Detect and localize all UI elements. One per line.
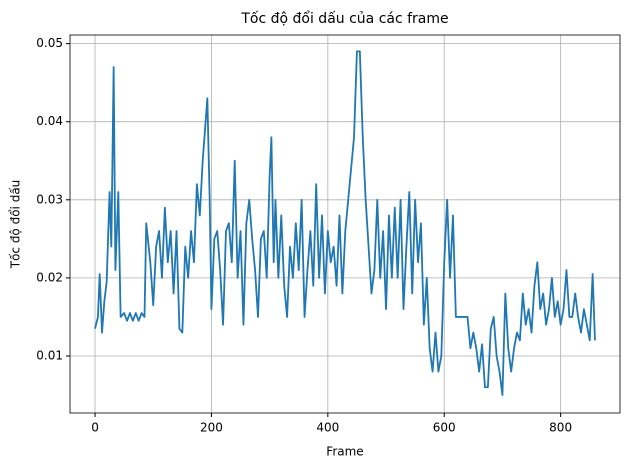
- y-tick-label: 0.03: [36, 192, 63, 206]
- chart-title: Tốc độ đổi dấu của các frame: [240, 10, 448, 27]
- y-tick-label: 0.04: [36, 114, 63, 128]
- y-tick-label: 0.02: [36, 270, 63, 284]
- y-axis-label: Tốc độ đổi dấu: [9, 180, 23, 270]
- x-tick-label: 400: [316, 421, 339, 435]
- x-tick-label: 0: [91, 421, 99, 435]
- data-line: [94, 50, 596, 396]
- plot-frame: [69, 34, 621, 414]
- x-tick-label: 200: [200, 421, 223, 435]
- y-tick-label: 0.05: [36, 36, 63, 50]
- x-tick-label: 600: [433, 421, 456, 435]
- x-axis-label: Frame: [326, 445, 363, 459]
- x-tick-label: 800: [549, 421, 572, 435]
- y-tick-label: 0.01: [36, 348, 63, 362]
